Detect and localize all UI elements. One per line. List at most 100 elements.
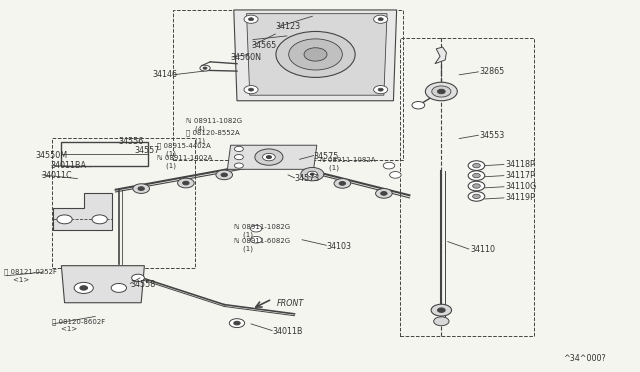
Text: 34103: 34103 xyxy=(326,241,351,250)
Text: 34118P: 34118P xyxy=(505,160,535,169)
Circle shape xyxy=(472,173,480,178)
Polygon shape xyxy=(227,145,317,169)
Circle shape xyxy=(307,171,317,177)
Circle shape xyxy=(244,15,258,23)
Circle shape xyxy=(221,173,227,177)
Circle shape xyxy=(304,48,327,61)
Text: 34110G: 34110G xyxy=(505,182,536,191)
Polygon shape xyxy=(435,47,447,64)
Circle shape xyxy=(276,32,355,77)
Circle shape xyxy=(182,181,189,185)
Text: 34565: 34565 xyxy=(252,41,277,50)
Circle shape xyxy=(138,187,145,190)
Circle shape xyxy=(266,155,271,158)
Bar xyxy=(52,138,195,267)
Circle shape xyxy=(438,308,445,312)
Text: 34117P: 34117P xyxy=(505,171,535,180)
Circle shape xyxy=(92,215,108,224)
Circle shape xyxy=(262,153,275,161)
Text: 34557: 34557 xyxy=(135,146,160,155)
Circle shape xyxy=(234,163,243,168)
Circle shape xyxy=(438,89,445,94)
Circle shape xyxy=(376,189,392,198)
Circle shape xyxy=(234,321,240,325)
Circle shape xyxy=(426,82,458,101)
Circle shape xyxy=(200,65,210,71)
Polygon shape xyxy=(234,10,397,101)
Text: 34011BA: 34011BA xyxy=(51,161,86,170)
Circle shape xyxy=(431,304,452,316)
Text: Ⓦ 08915-4402A
    (1): Ⓦ 08915-4402A (1) xyxy=(157,142,211,157)
Text: ℕ 08911-1082G
    (4): ℕ 08911-1082G (4) xyxy=(186,118,242,132)
Text: 34123: 34123 xyxy=(275,22,300,31)
Text: 34110: 34110 xyxy=(470,244,495,253)
Circle shape xyxy=(468,192,484,201)
Text: 34011B: 34011B xyxy=(272,327,303,336)
Circle shape xyxy=(434,317,449,326)
Circle shape xyxy=(412,102,425,109)
Circle shape xyxy=(383,162,395,169)
Bar xyxy=(61,141,148,166)
Circle shape xyxy=(234,146,243,151)
Circle shape xyxy=(374,86,388,94)
Text: 34011C: 34011C xyxy=(41,171,72,180)
Text: Ⓑ 08120-8602F
    <1>: Ⓑ 08120-8602F <1> xyxy=(52,318,105,332)
Circle shape xyxy=(472,163,480,168)
Circle shape xyxy=(132,274,145,282)
Text: ^34^000?: ^34^000? xyxy=(563,354,605,363)
Text: ℕ 08911-1082G
    (1): ℕ 08911-1082G (1) xyxy=(234,224,290,238)
Circle shape xyxy=(234,154,243,160)
Text: Ⓑ 08121-0252F
    <1>: Ⓑ 08121-0252F <1> xyxy=(4,269,57,283)
Circle shape xyxy=(468,171,484,180)
Circle shape xyxy=(289,39,342,70)
Circle shape xyxy=(301,167,324,181)
Text: 32865: 32865 xyxy=(479,67,505,76)
Circle shape xyxy=(248,18,253,21)
Circle shape xyxy=(248,88,253,91)
Circle shape xyxy=(177,178,194,188)
Polygon shape xyxy=(53,193,113,231)
Circle shape xyxy=(390,171,401,178)
Circle shape xyxy=(216,170,232,180)
Circle shape xyxy=(334,179,351,188)
Text: 34553: 34553 xyxy=(479,131,505,141)
Circle shape xyxy=(74,282,93,294)
Circle shape xyxy=(468,181,484,191)
Polygon shape xyxy=(61,266,145,303)
Text: 34146: 34146 xyxy=(152,70,177,79)
Text: 34558: 34558 xyxy=(131,280,156,289)
Circle shape xyxy=(133,184,150,193)
Circle shape xyxy=(374,15,388,23)
Text: ℕ 08911-1082A
    (1): ℕ 08911-1082A (1) xyxy=(320,157,376,171)
Text: 34573: 34573 xyxy=(294,174,320,183)
Circle shape xyxy=(57,215,72,224)
Polygon shape xyxy=(246,14,387,95)
Circle shape xyxy=(378,88,383,91)
Circle shape xyxy=(80,286,88,290)
Circle shape xyxy=(378,18,383,21)
Circle shape xyxy=(381,192,387,195)
Circle shape xyxy=(432,86,451,97)
Bar xyxy=(173,10,403,160)
Circle shape xyxy=(339,182,346,185)
Circle shape xyxy=(250,236,262,243)
Circle shape xyxy=(111,283,127,292)
Text: 34575: 34575 xyxy=(314,152,339,161)
Circle shape xyxy=(250,225,262,232)
Circle shape xyxy=(229,319,244,328)
Circle shape xyxy=(203,67,207,69)
Text: FRONT: FRONT xyxy=(276,299,304,308)
Text: Ⓑ 08120-8552A
    (1): Ⓑ 08120-8552A (1) xyxy=(186,130,239,144)
Circle shape xyxy=(244,86,258,94)
Text: ℕ 08911-6082G
    (1): ℕ 08911-6082G (1) xyxy=(234,238,290,252)
Circle shape xyxy=(468,161,484,170)
Text: 34556: 34556 xyxy=(119,137,144,146)
Circle shape xyxy=(472,194,480,199)
Text: 34560N: 34560N xyxy=(230,52,262,61)
Circle shape xyxy=(255,149,283,165)
Text: 34550M: 34550M xyxy=(36,151,68,160)
Text: ℕ 08911-1402A
    (1): ℕ 08911-1402A (1) xyxy=(157,155,212,169)
Bar xyxy=(400,38,534,336)
Text: 34119P: 34119P xyxy=(505,193,535,202)
Circle shape xyxy=(472,184,480,188)
